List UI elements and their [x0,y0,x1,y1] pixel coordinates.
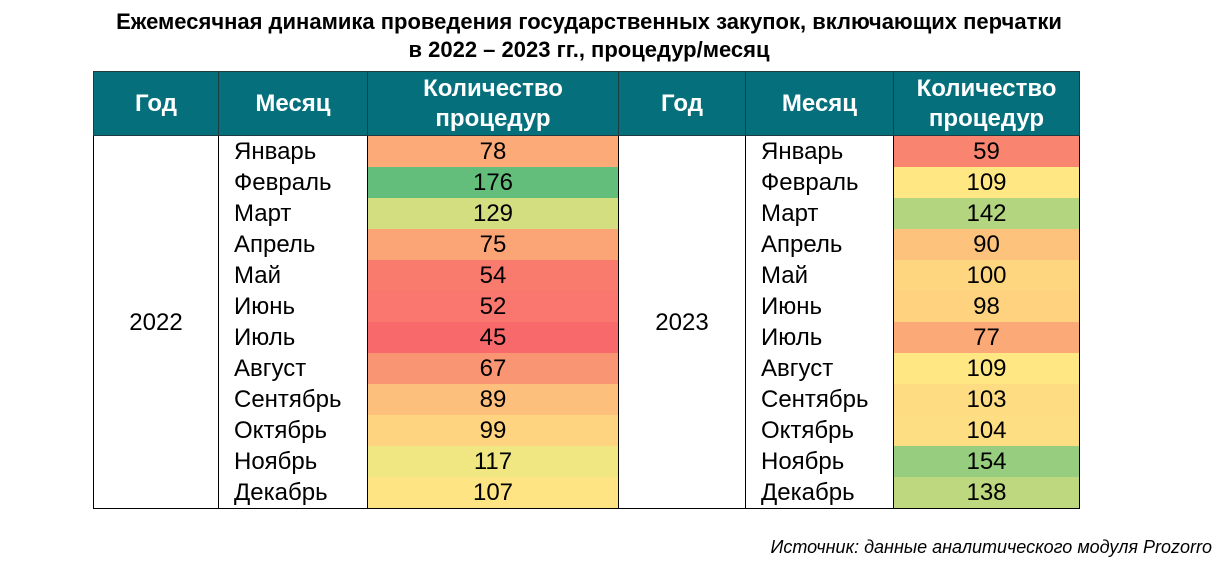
table-row: Май 54 Май 100 [94,260,1080,291]
header-month-2023: Месяц [745,71,894,136]
value-cell: 138 [893,477,1080,509]
header-row: Год Месяц Количество процедур Год Месяц … [93,71,1080,136]
header-month-2022: Месяц [218,71,368,136]
value-cell: 77 [893,322,1080,353]
month-cell: Февраль [218,167,368,198]
value-cell: 75 [367,229,619,260]
value-cell: 107 [367,477,619,509]
table-row: Июль 45 Июль 77 [94,322,1080,353]
source-note: Источник: данные аналитического модуля P… [770,537,1212,557]
year-cell-2023: 2023 [618,135,746,509]
month-cell: Февраль [745,167,894,198]
month-cell: Декабрь [745,477,894,509]
month-cell: Июль [745,322,894,353]
value-cell: 89 [367,384,619,415]
table-body: 2022 Январь 78 2023 Январь 59 Февраль 176 Феврал… [93,135,1080,509]
month-cell: Январь [218,135,368,167]
month-cell: Ноябрь [218,446,368,477]
value-cell: 78 [367,135,619,167]
month-cell: Апрель [218,229,368,260]
table-row: 2022 Январь 78 2023 Январь 59 [93,135,1080,509]
value-cell: 117 [367,446,619,477]
value-cell: 45 [367,322,619,353]
month-cell: Март [745,198,894,229]
month-cell: Сентябрь [218,384,368,415]
value-cell: 109 [893,167,1080,198]
table-title: Ежемесячная динамика проведения государс… [0,8,1178,64]
month-cell: Октябрь [745,415,894,446]
value-cell: 59 [893,135,1080,167]
table-row: Октябрь 99 Октябрь 104 [94,415,1080,446]
value-cell: 100 [893,260,1080,291]
value-cell: 99 [367,415,619,446]
month-cell: Январь [745,135,894,167]
month-cell: Сентябрь [745,384,894,415]
value-cell: 52 [367,291,619,322]
value-cell: 176 [367,167,619,198]
month-cell: Июнь [745,291,894,322]
header-year-2023: Год [618,71,746,136]
value-cell: 109 [893,353,1080,384]
title-line-2: в 2022 – 2023 гг., процедур/месяц [408,37,770,62]
value-cell: 103 [893,384,1080,415]
table-row: Декабрь 107 Декабрь 138 [94,477,1080,509]
table-row: Ноябрь 117 Ноябрь 154 [94,446,1080,477]
value-cell: 54 [367,260,619,291]
value-cell: 104 [893,415,1080,446]
year-cell-2022: 2022 [93,135,219,509]
header-count-2022: Количество процедур [367,71,619,136]
header-count-2023: Количество процедур [893,71,1080,136]
header-count-line-2: процедур [928,104,1045,132]
value-cell: 154 [893,446,1080,477]
table-row: Июнь 52 Июнь 98 [94,291,1080,322]
header-count-line-2: процедур [435,104,551,132]
month-cell: Май [745,260,894,291]
table-row: Февраль 176 Февраль 109 [94,167,1080,198]
value-cell: 90 [893,229,1080,260]
table-row: Сентябрь 89 Сентябрь 103 [94,384,1080,415]
header-count-line-1: Количество [916,74,1057,102]
procurement-table: Год Месяц Количество процедур Год Месяц … [93,71,1080,509]
month-cell: Март [218,198,368,229]
title-line-1: Ежемесячная динамика проведения государс… [116,9,1062,34]
header-year-2022: Год [93,71,219,136]
value-cell: 142 [893,198,1080,229]
month-cell: Август [218,353,368,384]
month-cell: Ноябрь [745,446,894,477]
month-cell: Апрель [745,229,894,260]
header-count-line-1: Количество [423,74,563,102]
month-cell: Май [218,260,368,291]
month-cell: Август [745,353,894,384]
month-cell: Октябрь [218,415,368,446]
table-row: Август 67 Август 109 [94,353,1080,384]
month-cell: Декабрь [218,477,368,509]
month-cell: Июль [218,322,368,353]
value-cell: 129 [367,198,619,229]
month-cell: Июнь [218,291,368,322]
value-cell: 98 [893,291,1080,322]
value-cell: 67 [367,353,619,384]
table-row: Апрель 75 Апрель 90 [94,229,1080,260]
table-row: Март 129 Март 142 [94,198,1080,229]
